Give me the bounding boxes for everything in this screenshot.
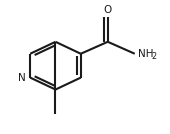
Text: N: N [18,73,26,83]
Text: O: O [104,5,112,15]
Text: NH: NH [138,49,153,59]
Text: 2: 2 [152,52,157,61]
